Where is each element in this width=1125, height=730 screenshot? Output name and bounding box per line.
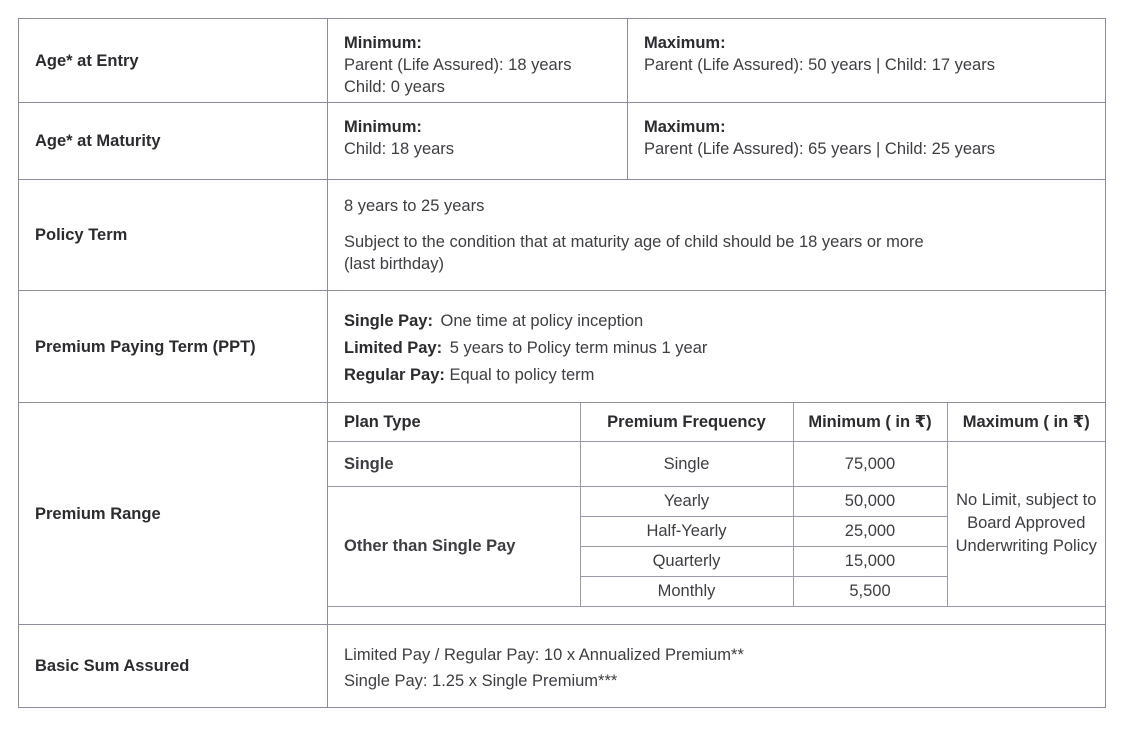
- half-yearly-frequency: Half-Yearly: [579, 515, 794, 547]
- premium-range-table: Plan Type Premium Frequency Minimum ( in…: [327, 402, 1106, 607]
- maximum-note: No Limit, subject to Board Approved Unde…: [946, 440, 1106, 607]
- age-maturity-min-title: Minimum:: [344, 118, 422, 136]
- policy-term-range: 8 years to 25 years: [344, 197, 485, 215]
- premium-range-single-row: Single Single 75,000 No Limit, subject t…: [327, 440, 1106, 607]
- ppt-limited-pay-desc: 5 years to Policy term minus 1 year: [449, 338, 708, 357]
- row-premium-paying-term: Premium Paying Term (PPT) Single Pay: On…: [19, 290, 1105, 402]
- policy-term-condition: Subject to the condition that at maturit…: [344, 231, 1089, 275]
- monthly-minimum: 5,500: [792, 575, 948, 607]
- age-maturity-minimum-cell: Minimum: Child: 18 years: [328, 103, 628, 179]
- ppt-cell: Single Pay: One time at policy inception…: [328, 291, 1105, 402]
- yearly-minimum: 50,000: [792, 485, 948, 517]
- header-maximum: Maximum ( in ₹): [946, 402, 1106, 442]
- row-basic-sum-assured: Basic Sum Assured Limited Pay / Regular …: [19, 624, 1105, 707]
- premium-range-monthly-row: Monthly 5,500: [328, 575, 1105, 607]
- single-frequency: Single: [579, 440, 794, 487]
- ppt-single-pay: Single Pay: One time at policy inception: [344, 308, 1089, 335]
- ppt-label: Premium Paying Term (PPT): [19, 291, 328, 402]
- premium-range-table-wrap: Plan Type Premium Frequency Minimum ( in…: [327, 402, 1106, 607]
- ppt-single-pay-desc: One time at policy inception: [440, 311, 644, 330]
- premium-range-label: Premium Range: [19, 403, 328, 624]
- ppt-limited-pay: Limited Pay: 5 years to Policy term minu…: [344, 335, 1089, 362]
- single-minimum: 75,000: [792, 440, 948, 487]
- ppt-regular-pay-desc: Equal to policy term: [449, 365, 595, 384]
- policy-term-condition-line1: Subject to the condition that at maturit…: [344, 233, 924, 251]
- basic-sum-assured-cell: Limited Pay / Regular Pay: 10 x Annualiz…: [328, 625, 1105, 707]
- ppt-limited-pay-name: Limited Pay:: [344, 338, 443, 357]
- header-plan-type: Plan Type: [327, 402, 581, 442]
- row-age-at-maturity: Age* at Maturity Minimum: Child: 18 year…: [19, 102, 1105, 179]
- row-age-at-entry: Age* at Entry Minimum: Parent (Life Assu…: [19, 19, 1105, 102]
- quarterly-minimum: 15,000: [792, 545, 948, 577]
- basic-sum-assured-line2: Single Pay: 1.25 x Single Premium***: [344, 671, 618, 690]
- premium-range-half-yearly-row: Half-Yearly 25,000: [328, 515, 1105, 547]
- age-maturity-min-child: Child: 18 years: [344, 140, 455, 158]
- age-entry-max-values: Parent (Life Assured): 50 years | Child:…: [644, 56, 995, 74]
- row-premium-range: Premium Range Plan Type Premium Frequenc…: [19, 402, 1106, 624]
- basic-sum-assured-line1: Limited Pay / Regular Pay: 10 x Annualiz…: [344, 645, 744, 664]
- header-premium-frequency: Premium Frequency: [579, 402, 794, 442]
- policy-term-label: Policy Term: [19, 180, 328, 290]
- half-yearly-minimum: 25,000: [792, 515, 948, 547]
- monthly-frequency: Monthly: [579, 575, 794, 607]
- age-maturity-max-title: Maximum:: [644, 118, 726, 136]
- policy-specification-table: Age* at Entry Minimum: Parent (Life Assu…: [18, 18, 1106, 708]
- age-maturity-label: Age* at Maturity: [19, 103, 328, 179]
- row-policy-term: Policy Term 8 years to 25 years Subject …: [19, 179, 1105, 290]
- age-entry-min-parent: Parent (Life Assured): 18 years: [344, 56, 572, 74]
- policy-term-condition-line2: (last birthday): [344, 255, 444, 273]
- age-entry-max-title: Maximum:: [644, 34, 726, 52]
- ppt-regular-pay-name: Regular Pay:: [344, 365, 445, 384]
- header-minimum: Minimum ( in ₹): [792, 402, 948, 442]
- premium-range-header-row: Plan Type Premium Frequency Minimum ( in…: [327, 402, 1106, 442]
- age-entry-maximum-cell: Maximum: Parent (Life Assured): 50 years…: [628, 19, 1105, 102]
- single-plan-type: Single: [327, 440, 581, 487]
- age-maturity-max-values: Parent (Life Assured): 65 years | Child:…: [644, 140, 995, 158]
- premium-range-yearly-row: Other than Single Pay Yearly 50,000: [327, 485, 1105, 607]
- ppt-single-pay-name: Single Pay:: [344, 311, 433, 330]
- premium-range-cell: Plan Type Premium Frequency Minimum ( in…: [327, 402, 1106, 624]
- other-plan-type: Other than Single Pay: [327, 485, 581, 607]
- age-entry-label: Age* at Entry: [19, 19, 328, 102]
- premium-range-quarterly-row: Quarterly 15,000: [328, 545, 1105, 577]
- age-maturity-maximum-cell: Maximum: Parent (Life Assured): 65 years…: [628, 103, 1105, 179]
- quarterly-frequency: Quarterly: [579, 545, 794, 577]
- basic-sum-assured-label: Basic Sum Assured: [19, 625, 328, 707]
- age-entry-min-title: Minimum:: [344, 34, 422, 52]
- ppt-regular-pay: Regular Pay: Equal to policy term: [344, 362, 1089, 389]
- policy-term-cell: 8 years to 25 years Subject to the condi…: [328, 180, 1105, 290]
- yearly-frequency: Yearly: [579, 485, 794, 517]
- age-entry-min-child: Child: 0 years: [344, 78, 445, 96]
- age-entry-minimum-cell: Minimum: Parent (Life Assured): 18 years…: [328, 19, 628, 102]
